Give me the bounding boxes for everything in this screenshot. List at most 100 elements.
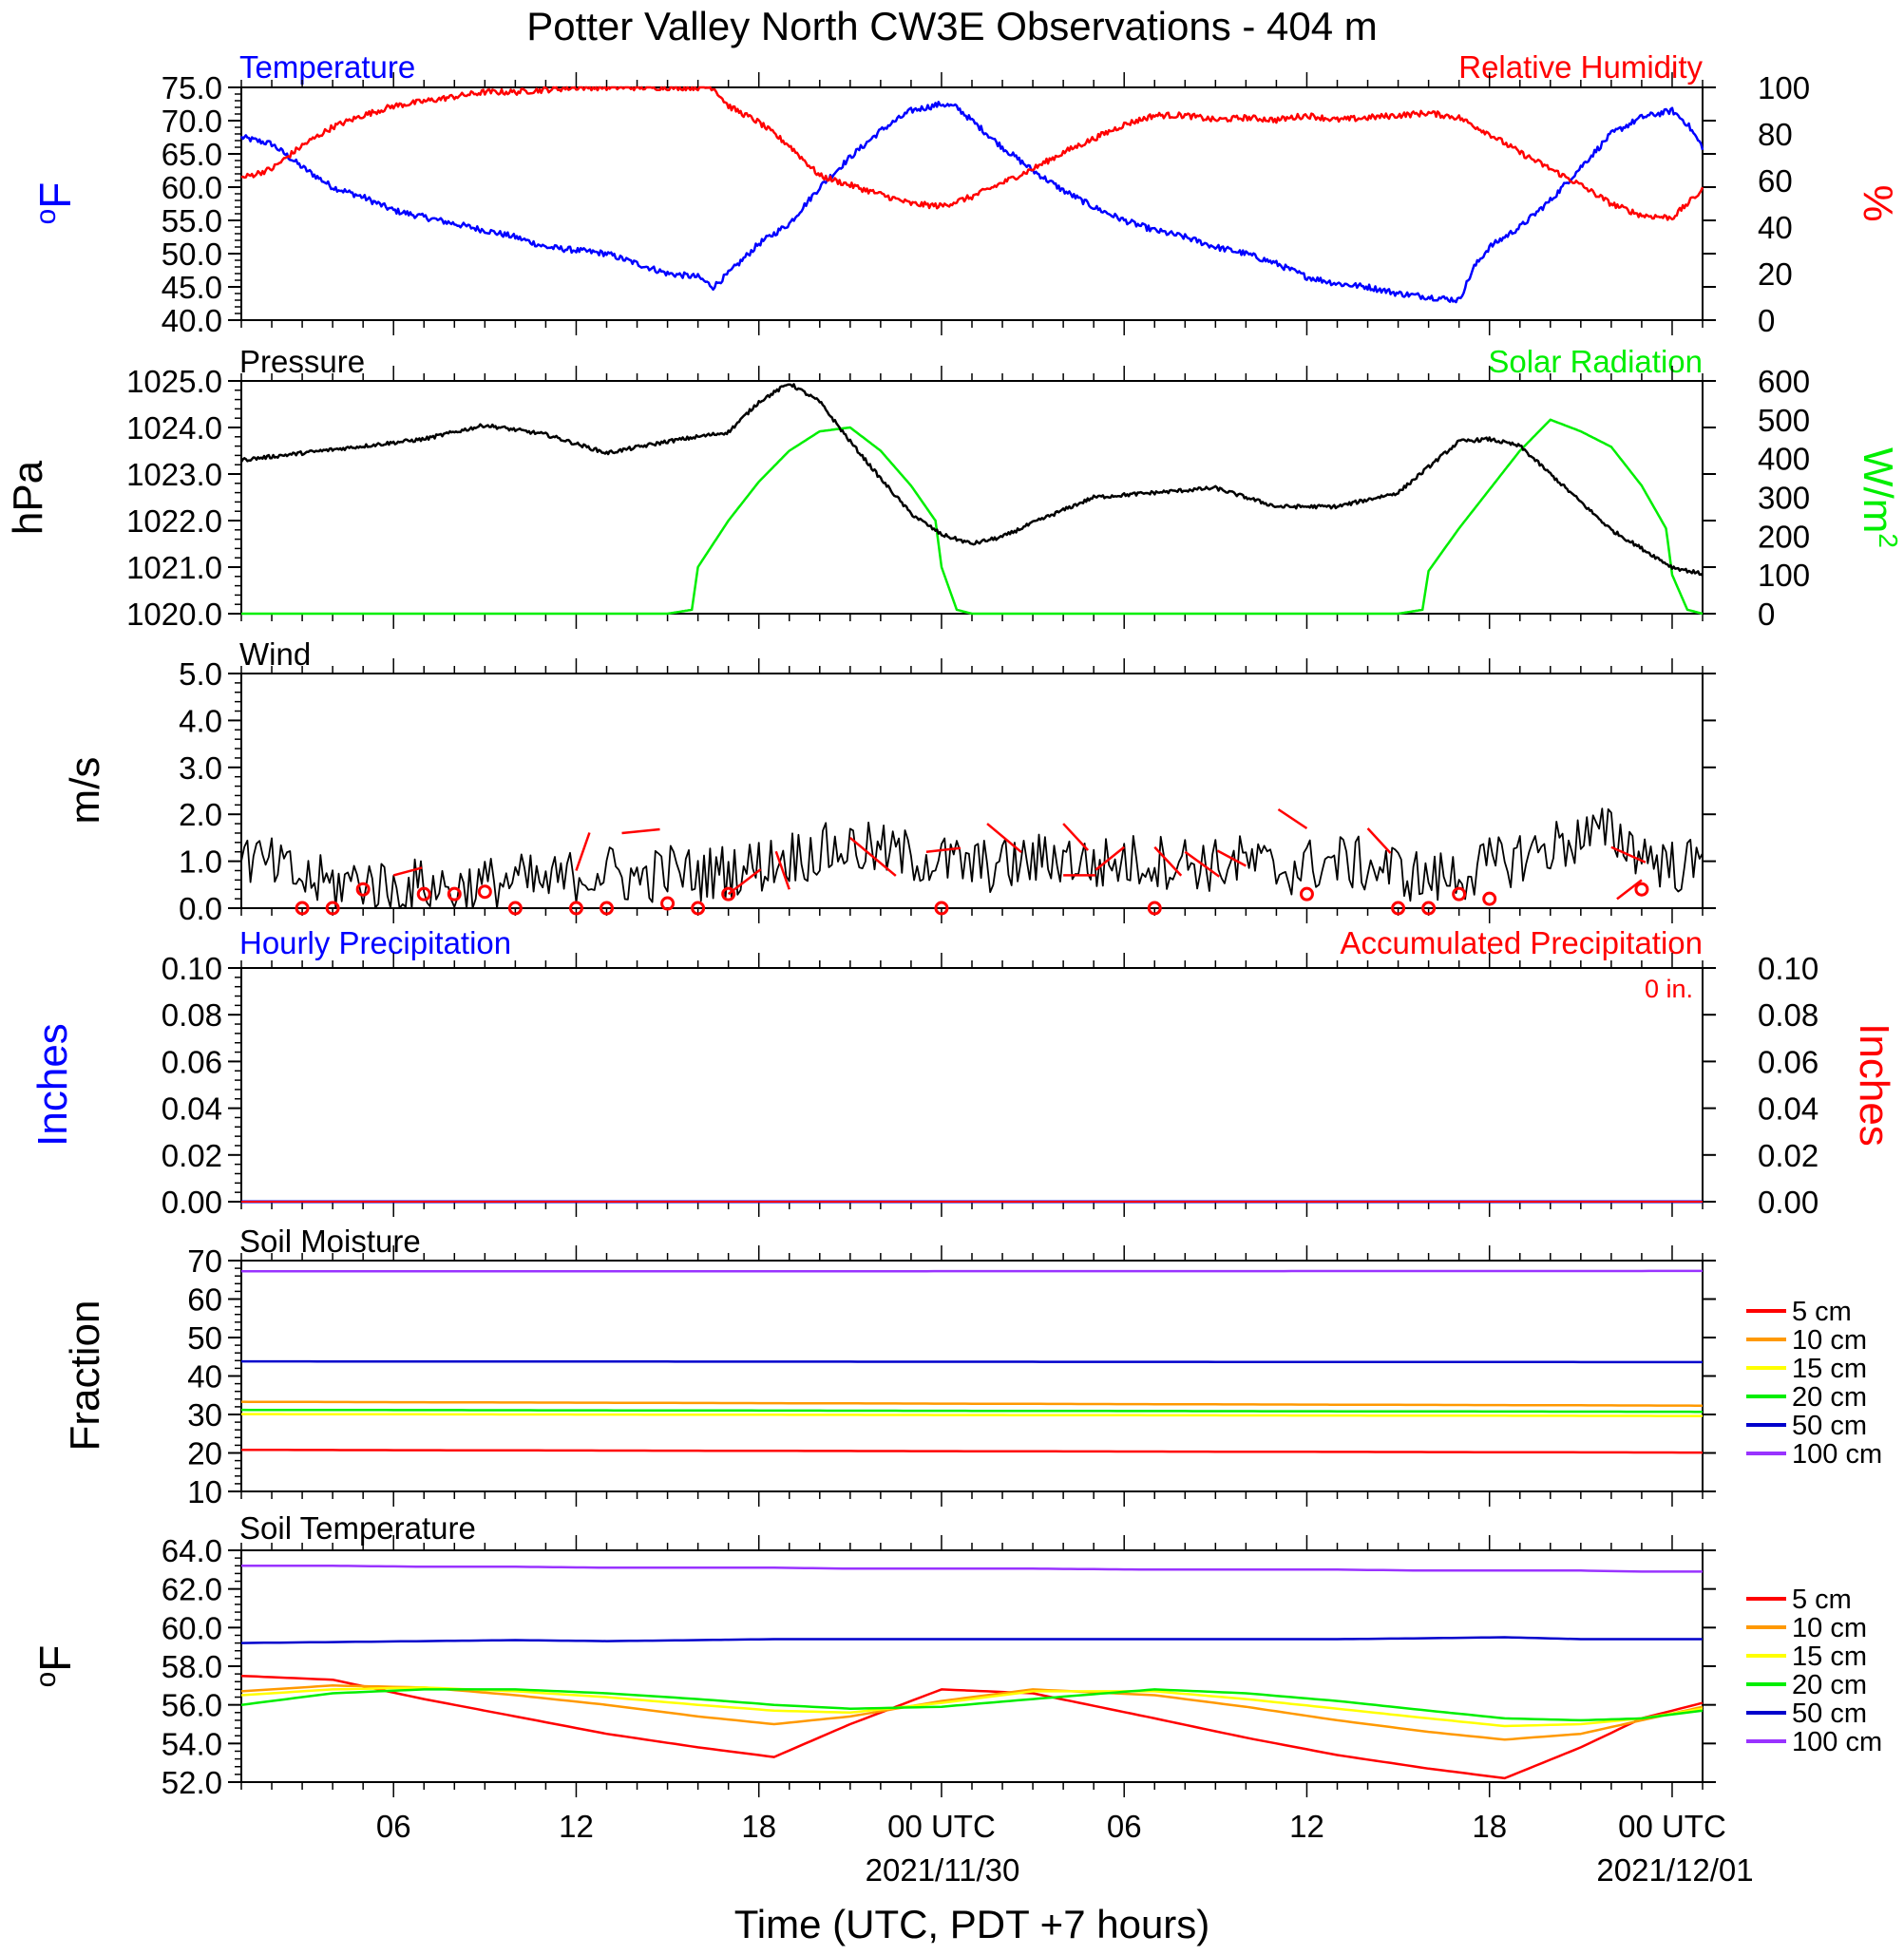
wind-calm-marker — [1299, 886, 1314, 902]
wind-calm-marker — [477, 884, 492, 900]
x-axis-label: Time (UTC, PDT +7 hours) — [734, 1902, 1210, 1946]
soil-series-5cm — [240, 1674, 1704, 1780]
temperature-line — [239, 101, 1704, 304]
accum-precip-tick-labels: 0.10 0.08 0.06 0.04 0.02 0.00 — [1758, 951, 1818, 1220]
y-right-tick-label: 600 — [1758, 364, 1810, 399]
temperature-axis-label: oF — [30, 182, 80, 225]
panel-precipitation: Hourly Precipitation Accumulated Precipi… — [29, 925, 1897, 1220]
y-tick-label: 60.0 — [162, 1610, 222, 1645]
pressure-title: Pressure — [239, 344, 365, 379]
legend-label: 5 cm — [1792, 1297, 1852, 1327]
y-tick-label: 1.0 — [179, 845, 222, 880]
y-tick-label: 0.10 — [162, 951, 222, 986]
x-minor-ticks — [240, 953, 1704, 1217]
x-minor-ticks — [240, 1535, 1704, 1797]
soil-moisture-plot — [240, 1269, 1703, 1454]
legend-label: 20 cm — [1792, 1382, 1867, 1413]
wind-barb — [925, 846, 962, 853]
wind-calm-marker — [721, 886, 736, 902]
date-label-1: 2021/11/30 — [866, 1852, 1020, 1888]
y-right-tick-label: 300 — [1758, 481, 1810, 516]
wind-barb — [621, 827, 660, 835]
plot-frame — [240, 967, 1704, 1203]
y-tick-label: 40.0 — [162, 303, 222, 338]
y-tick-label: 1023.0 — [126, 457, 222, 492]
wind-calm-marker — [1391, 901, 1406, 916]
wind-calm-marker — [1634, 882, 1649, 897]
wind-barb — [1610, 845, 1647, 864]
wind-barb — [1153, 845, 1183, 877]
soil-series-10cm — [240, 1684, 1704, 1741]
y-right-tick-label: 60 — [1758, 163, 1793, 199]
x-tick-label: 12 — [1289, 1809, 1324, 1844]
y-right-tick-label: 100 — [1758, 558, 1810, 593]
y-right-tick-label: 500 — [1758, 403, 1810, 438]
legend-label: 10 cm — [1792, 1325, 1867, 1356]
x-minor-ticks — [240, 1245, 1704, 1507]
y-right-tick-label: 200 — [1758, 519, 1810, 554]
y-right-tick-label: 40 — [1758, 210, 1793, 245]
plot-frame — [240, 86, 1704, 321]
y-tick-label: 50 — [187, 1320, 222, 1356]
y-tick-label: 50.0 — [162, 237, 222, 272]
y-tick-label: 0.00 — [162, 1185, 222, 1220]
y-tick-label: 52.0 — [162, 1765, 222, 1800]
y-tick-label: 1022.0 — [126, 503, 222, 539]
wind-calm-marker — [600, 901, 614, 916]
wind-calm-marker — [355, 882, 371, 897]
y-tick-label: 0.08 — [162, 997, 222, 1033]
y-tick-label: 1020.0 — [126, 597, 222, 632]
plot-frame — [240, 1549, 1704, 1783]
y-tick-label: 1025.0 — [126, 364, 222, 399]
x-minor-ticks — [240, 366, 1704, 629]
y-tick-label: 0.0 — [179, 891, 222, 926]
x-minor-ticks — [240, 658, 1704, 923]
y-right-tick-label: 0.02 — [1758, 1138, 1818, 1173]
accum-precip-title: Accumulated Precipitation — [1340, 925, 1703, 960]
solar-title: Solar Radiation — [1488, 344, 1703, 379]
pressure-solar-plot — [239, 383, 1704, 616]
legend-label: 15 cm — [1792, 1642, 1867, 1672]
soil-series-50cm — [241, 1359, 1703, 1364]
y-tick-label: 0.04 — [162, 1091, 222, 1127]
y-right-tick-label: 0.00 — [1758, 1185, 1818, 1220]
x-tick-label: 06 — [1107, 1809, 1142, 1844]
y-right-tick-label: 400 — [1758, 442, 1810, 477]
y-tick-label: 40 — [187, 1359, 222, 1395]
soil-series-20cm — [240, 1688, 1704, 1722]
wind-barb — [392, 866, 423, 877]
wind-barb — [575, 832, 591, 871]
y-tick-label: 45.0 — [162, 270, 222, 305]
soil-temperature-axis-label: oF — [30, 1645, 80, 1688]
y-tick-label: 75.0 — [162, 70, 222, 105]
y-tick-label: 0.06 — [162, 1044, 222, 1079]
x-tick-label: 06 — [376, 1809, 411, 1844]
y-tick-label: 60 — [187, 1282, 222, 1318]
y-right-tick-label: 0.04 — [1758, 1091, 1818, 1127]
legend-label: 50 cm — [1792, 1699, 1867, 1729]
wind-title: Wind — [239, 636, 311, 672]
y-tick-label: 2.0 — [179, 797, 222, 832]
wind-tick-labels: 5.0 4.0 3.0 2.0 1.0 0.0 — [179, 656, 1716, 926]
wind-barb — [727, 868, 762, 896]
panel-temperature-humidity: Temperature Relative Humidity oF % 75.07… — [30, 49, 1901, 338]
wind-calm-marker — [568, 901, 583, 916]
temperature-humidity-plot — [239, 85, 1704, 304]
y-tick-label: 4.0 — [179, 703, 222, 738]
pressure-axis-label: hPa — [5, 460, 51, 535]
wind-calm-marker — [416, 886, 431, 902]
humidity-title: Relative Humidity — [1458, 49, 1703, 85]
wind-calm-marker — [1482, 891, 1497, 906]
y-right-tick-label: 20 — [1758, 256, 1793, 292]
soil-moisture-title: Soil Moisture — [239, 1224, 421, 1259]
wind-barb — [1184, 850, 1221, 878]
panel-pressure-solar: Pressure Solar Radiation hPa W/m2 1025.0… — [5, 344, 1903, 632]
soil-series-10cm — [240, 1400, 1703, 1407]
wind-calm-marker — [691, 901, 706, 916]
y-tick-label: 70.0 — [162, 104, 222, 139]
y-tick-label: 0.02 — [162, 1138, 222, 1173]
